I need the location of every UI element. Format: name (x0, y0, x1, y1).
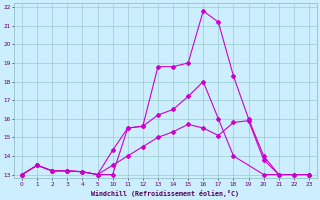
X-axis label: Windchill (Refroidissement éolien,°C): Windchill (Refroidissement éolien,°C) (92, 190, 239, 197)
